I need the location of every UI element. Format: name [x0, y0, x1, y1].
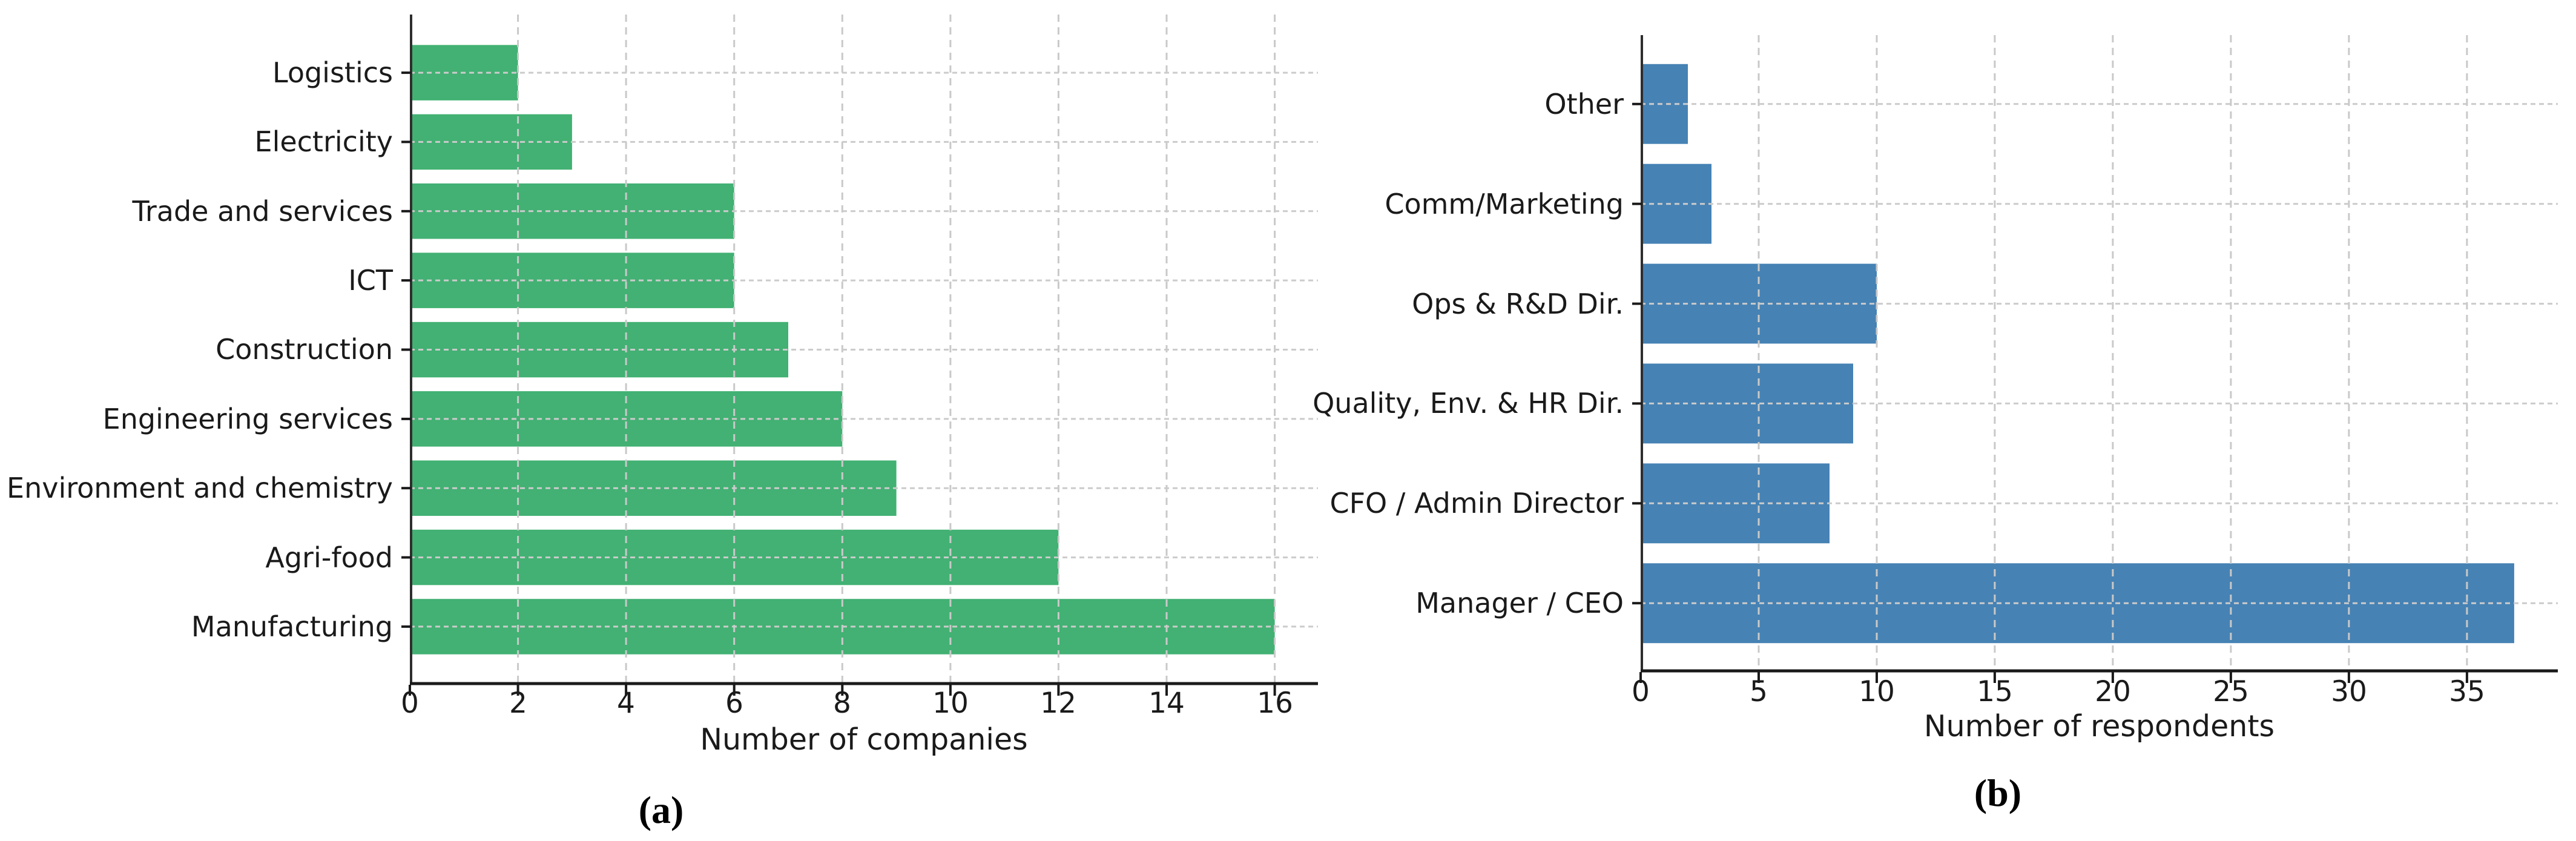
x-tick-label-respondents-by-role: 30: [2331, 675, 2367, 708]
y-tick-label-companies-by-sector: Construction: [216, 333, 393, 366]
y-tick-label-companies-by-sector: Logistics: [272, 56, 393, 89]
x-tick-label-companies-by-sector: 0: [401, 687, 419, 720]
x-tick-label-companies-by-sector: 8: [833, 687, 851, 720]
bar-respondents-by-role-0: [1641, 64, 1688, 144]
y-tick-label-companies-by-sector: Environment and chemistry: [7, 472, 393, 504]
y-tick-label-respondents-by-role: Comm/Marketing: [1385, 188, 1624, 220]
y-tick-label-respondents-by-role: Quality, Env. & HR Dir.: [1313, 387, 1624, 420]
y-tick-label-companies-by-sector: Engineering services: [102, 403, 393, 435]
x-tick-label-companies-by-sector: 6: [725, 687, 743, 720]
x-tick-label-respondents-by-role: 10: [1859, 675, 1895, 708]
y-tick-label-respondents-by-role: CFO / Admin Director: [1329, 487, 1624, 519]
y-tick-label-companies-by-sector: Trade and services: [132, 195, 393, 228]
y-tick-label-companies-by-sector: Agri-food: [265, 541, 393, 574]
panel-caption-a: (a): [638, 788, 684, 831]
y-tick-label-companies-by-sector: Manufacturing: [191, 610, 393, 643]
x-axis-title-companies: Number of companies: [700, 722, 1028, 757]
y-tick-label-companies-by-sector: Electricity: [254, 125, 394, 158]
x-tick-label-companies-by-sector: 10: [932, 687, 969, 720]
x-axis-title-respondents: Number of respondents: [1923, 709, 2275, 744]
plot-area-companies-by-sector: [401, 15, 1318, 696]
bar-companies-by-sector-6: [410, 460, 897, 516]
x-tick-label-respondents-by-role: 0: [1632, 675, 1650, 708]
x-tick-label-respondents-by-role: 25: [2213, 675, 2249, 708]
x-tick-label-respondents-by-role: 35: [2449, 675, 2485, 708]
x-tick-label-respondents-by-role: 20: [2095, 675, 2131, 708]
x-tick-label-companies-by-sector: 16: [1257, 687, 1293, 720]
y-tick-label-respondents-by-role: Ops & R&D Dir.: [1412, 288, 1624, 320]
x-tick-label-companies-by-sector: 14: [1148, 687, 1185, 720]
x-tick-label-respondents-by-role: 15: [1977, 675, 2013, 708]
panel-caption-b: (b): [1974, 771, 2022, 814]
x-tick-label-companies-by-sector: 2: [509, 687, 527, 720]
y-tick-label-companies-by-sector: ICT: [348, 264, 393, 297]
x-tick-label-respondents-by-role: 5: [1750, 675, 1768, 708]
y-tick-label-respondents-by-role: Other: [1544, 88, 1624, 120]
x-tick-label-companies-by-sector: 12: [1040, 687, 1076, 720]
y-tick-label-respondents-by-role: Manager / CEO: [1415, 587, 1624, 619]
x-tick-label-companies-by-sector: 4: [617, 687, 635, 720]
plot-area-respondents-by-role: [1632, 35, 2558, 683]
